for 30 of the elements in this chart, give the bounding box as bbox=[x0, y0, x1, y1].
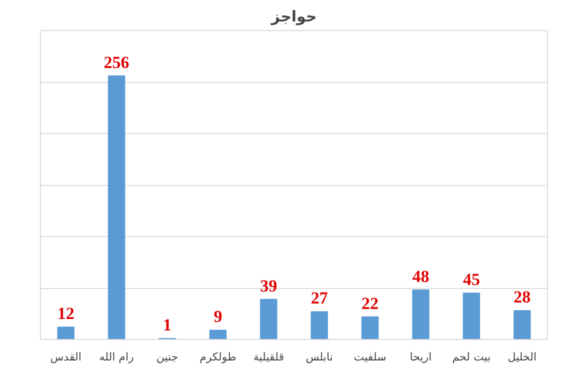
data-label: 45 bbox=[462, 270, 480, 290]
data-label: 1 bbox=[163, 315, 172, 334]
x-tick-label: جنين bbox=[156, 350, 178, 364]
bar bbox=[108, 75, 126, 340]
bar bbox=[260, 298, 278, 340]
x-tick-label: رام الله bbox=[99, 350, 134, 364]
x-tick-label: اريحا bbox=[410, 350, 432, 364]
x-tick-label: القدس bbox=[50, 350, 82, 364]
x-tick-label: طولكرم bbox=[200, 350, 237, 364]
data-label: 256 bbox=[104, 52, 130, 72]
x-tick-label: بيت لحم bbox=[452, 350, 491, 364]
bar bbox=[57, 326, 74, 340]
x-tick-label: قلقيلية bbox=[253, 350, 284, 364]
data-label: 27 bbox=[310, 288, 328, 308]
bar bbox=[361, 316, 379, 340]
x-tick-label: سلفيت bbox=[354, 350, 386, 364]
data-label: 48 bbox=[412, 267, 430, 286]
bar bbox=[209, 330, 227, 340]
bar bbox=[462, 292, 480, 340]
chart-title: حواجز bbox=[270, 8, 317, 26]
bar bbox=[412, 290, 430, 340]
bar bbox=[310, 311, 328, 340]
data-label: 39 bbox=[260, 276, 278, 296]
x-tick-label: نابلس bbox=[306, 350, 333, 364]
data-label: 28 bbox=[514, 288, 531, 307]
data-label: 12 bbox=[57, 304, 74, 324]
bar bbox=[514, 310, 531, 340]
x-tick-label: الخليل bbox=[508, 350, 537, 364]
data-label: 9 bbox=[214, 307, 222, 326]
data-label: 22 bbox=[362, 294, 379, 313]
